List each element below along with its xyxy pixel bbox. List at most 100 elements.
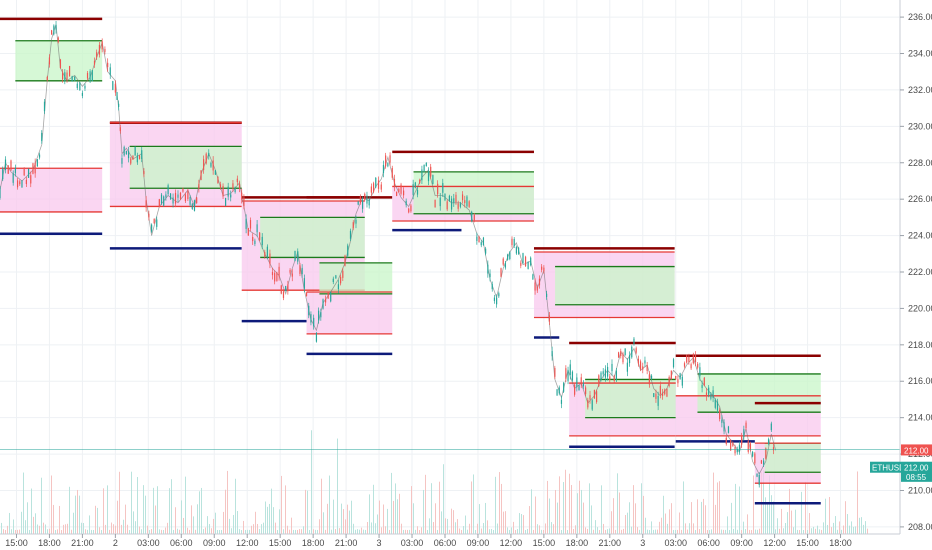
volume-bar bbox=[217, 530, 218, 534]
volume-bar bbox=[453, 510, 454, 534]
candle-body bbox=[232, 183, 234, 189]
candle-body bbox=[628, 355, 631, 364]
volume-bar bbox=[263, 522, 264, 534]
volume-bar bbox=[207, 516, 208, 534]
candle-body bbox=[347, 245, 349, 256]
candle-body bbox=[134, 146, 136, 156]
volume-bar bbox=[85, 529, 86, 534]
volume-bar bbox=[253, 524, 254, 534]
candle-body bbox=[256, 224, 258, 233]
volume-bar bbox=[753, 475, 754, 534]
volume-bar bbox=[379, 500, 380, 534]
volume-bar bbox=[301, 529, 302, 534]
candle-body bbox=[200, 170, 202, 180]
candle-body bbox=[74, 76, 76, 81]
volume-bar bbox=[367, 522, 368, 534]
candle-body bbox=[34, 162, 36, 174]
volume-bar bbox=[171, 479, 172, 534]
candle-body bbox=[352, 222, 354, 229]
volume-bar bbox=[733, 528, 734, 534]
volume-bar bbox=[777, 518, 778, 534]
volume-bar bbox=[25, 520, 26, 534]
volume-bar bbox=[363, 529, 364, 534]
volume-bar bbox=[689, 523, 690, 534]
volume-bar bbox=[129, 529, 130, 534]
volume-bar bbox=[271, 488, 272, 534]
y-axis[interactable]: 208.00 210.00 212.00 214.00 216.00 218.00 220.… bbox=[900, 12, 932, 532]
candle-body bbox=[125, 151, 127, 155]
volume-bar bbox=[89, 515, 90, 534]
volume-bar bbox=[235, 478, 236, 534]
candle-body bbox=[234, 187, 236, 193]
volume-bar bbox=[575, 525, 576, 534]
volume-bar bbox=[309, 529, 310, 534]
candle-body bbox=[285, 285, 287, 292]
candle-body bbox=[502, 258, 504, 265]
volume-bar bbox=[521, 514, 522, 534]
candle-body bbox=[626, 362, 628, 372]
candle-body bbox=[604, 369, 607, 378]
candle-body bbox=[84, 85, 86, 89]
candle-body bbox=[66, 72, 68, 81]
volume-bar bbox=[3, 529, 4, 534]
candle-body bbox=[637, 358, 639, 364]
volume-bar bbox=[259, 528, 260, 534]
volume-bar bbox=[573, 529, 574, 534]
volume-bar bbox=[395, 483, 396, 534]
volume-bar bbox=[11, 529, 12, 534]
volume-bar bbox=[75, 495, 76, 534]
candle-body bbox=[699, 367, 701, 377]
volume-bar bbox=[741, 529, 742, 534]
candle-body bbox=[489, 273, 491, 278]
candle-body bbox=[416, 189, 419, 195]
candle-body bbox=[76, 83, 78, 89]
volume-bar bbox=[641, 483, 642, 534]
candle-body bbox=[655, 393, 657, 399]
volume-bar bbox=[361, 527, 362, 534]
candle-body bbox=[16, 180, 19, 188]
volume-bar bbox=[565, 469, 566, 534]
volume-bar bbox=[581, 489, 582, 534]
candle-body bbox=[114, 83, 116, 93]
volume-bar bbox=[181, 500, 182, 534]
candle-body bbox=[511, 238, 513, 246]
volume-bar bbox=[23, 472, 24, 534]
x-axis[interactable]: 15:00 18:00 21:00 2 03:00 06:00 09:00 12:00 15:0… bbox=[5, 534, 852, 548]
volume-bar bbox=[461, 529, 462, 534]
volume-bar bbox=[71, 529, 72, 534]
candle-body bbox=[98, 44, 101, 55]
volume-bar bbox=[1, 522, 2, 534]
volume-bar bbox=[859, 517, 860, 534]
volume-bar bbox=[353, 523, 354, 534]
volume-bar bbox=[639, 529, 640, 534]
volume-bar bbox=[467, 529, 468, 534]
candle-body bbox=[303, 278, 305, 289]
volume-bar bbox=[185, 476, 186, 534]
volume-bar bbox=[195, 529, 196, 534]
candle-body bbox=[247, 228, 249, 236]
volume-bar bbox=[411, 486, 412, 534]
candle-body bbox=[320, 312, 322, 318]
price-badge-label: 212.00 bbox=[904, 446, 929, 455]
green-zone bbox=[129, 146, 242, 189]
volume-bar bbox=[319, 519, 320, 534]
volume-bar bbox=[625, 515, 626, 534]
volume-bar bbox=[215, 512, 216, 534]
volume-bar bbox=[459, 528, 460, 534]
volume-bar bbox=[373, 484, 374, 534]
volume-bar bbox=[105, 524, 106, 534]
candle-body bbox=[690, 364, 692, 369]
candle-body bbox=[591, 400, 593, 410]
candle-body bbox=[282, 291, 285, 298]
candle-body bbox=[437, 183, 439, 195]
price-badge-red bbox=[901, 444, 932, 456]
candle-body bbox=[567, 370, 569, 381]
candle-body bbox=[141, 150, 143, 159]
volume-bar bbox=[669, 509, 670, 534]
candle-body bbox=[187, 190, 189, 200]
volume-bar bbox=[799, 529, 800, 534]
candle-body bbox=[509, 252, 511, 260]
volume-bar bbox=[757, 529, 758, 534]
volume-bar bbox=[823, 522, 824, 534]
